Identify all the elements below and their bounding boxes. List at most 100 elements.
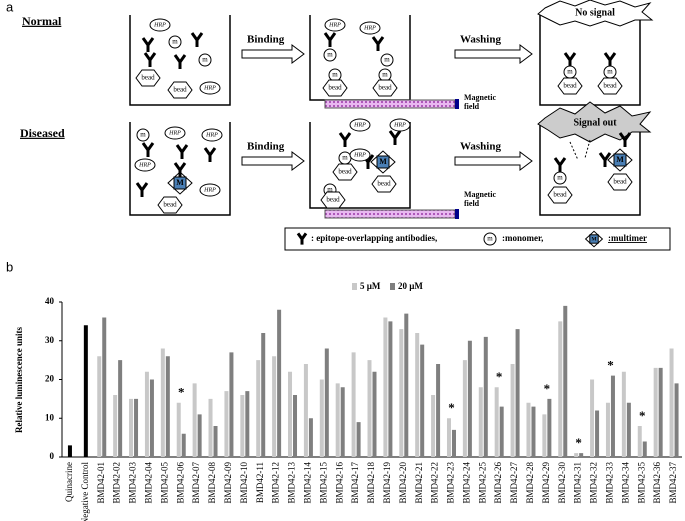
legend-text: :monomer, — [502, 233, 543, 243]
bar — [149, 379, 154, 457]
bar — [176, 402, 181, 457]
bar — [436, 364, 441, 457]
significance-marker: * — [496, 369, 503, 384]
bar — [388, 321, 393, 457]
multimer-label: M — [591, 236, 597, 242]
bar — [197, 414, 202, 457]
monomer — [198, 53, 212, 67]
bead-label: bead — [173, 86, 187, 94]
bar — [526, 402, 531, 457]
bead-label: bead — [377, 180, 391, 188]
x-tick-label: BMD42-15 — [318, 462, 328, 504]
y-tick-label: 40 — [45, 296, 55, 306]
bead — [135, 69, 161, 87]
bar — [642, 441, 647, 457]
x-tick-label: BMD42-11 — [255, 462, 265, 503]
bar — [574, 453, 579, 457]
bar — [335, 383, 340, 457]
bead — [371, 175, 397, 193]
x-tick-label: BMD42-03 — [128, 462, 138, 504]
bar — [467, 340, 472, 457]
hrp — [349, 118, 371, 132]
bar — [351, 352, 356, 457]
bar — [383, 317, 388, 457]
bar — [579, 453, 584, 457]
bead-label: bead — [141, 74, 155, 82]
monomer-label: m — [382, 71, 388, 79]
step-label: Binding — [247, 141, 285, 153]
hrp-label: HRP — [205, 132, 218, 138]
monomer — [553, 171, 567, 185]
bar — [229, 352, 234, 457]
diagram-legend — [284, 227, 671, 251]
hrp-label: HRP — [328, 22, 341, 28]
bar — [256, 360, 261, 457]
bead-label: bead — [328, 84, 342, 92]
antibody — [296, 232, 308, 245]
legend-label: 20 µM — [398, 281, 423, 291]
bar — [558, 321, 563, 457]
bar — [213, 426, 218, 457]
bar — [531, 406, 536, 457]
hrp-label: HRP — [353, 152, 366, 158]
x-tick-label: Quinacrine — [64, 462, 74, 502]
x-tick-label: BMD42-16 — [334, 462, 344, 504]
x-tick-label: BMD42-06 — [175, 462, 185, 504]
magnet-end — [455, 209, 459, 219]
bar — [245, 391, 250, 457]
x-tick-label: BMD42-02 — [112, 462, 122, 504]
bead — [332, 163, 358, 181]
monomer-label: m — [327, 186, 333, 194]
step-label: Binding — [247, 34, 285, 46]
bar — [483, 336, 488, 457]
hrp — [201, 128, 223, 142]
significance-marker: * — [639, 408, 646, 423]
bar — [319, 379, 324, 457]
x-tick-label: BMD42-36 — [652, 462, 662, 504]
bar — [547, 398, 552, 457]
x-tick-label: BMD42-13 — [287, 462, 297, 504]
bar — [590, 379, 595, 457]
monomer-label: m — [567, 68, 573, 76]
bar — [563, 305, 568, 457]
bar — [303, 364, 308, 457]
bead-label: bead — [378, 84, 392, 92]
bar — [499, 406, 504, 457]
bar — [658, 367, 663, 457]
monomer-label: m — [327, 51, 333, 59]
bar — [272, 356, 277, 457]
bead-label: bead — [553, 191, 567, 199]
x-tick-label: BMD42-22 — [430, 462, 440, 504]
result-label: No signal — [575, 7, 615, 18]
bead — [157, 196, 183, 214]
hrp-label: HRP — [353, 122, 366, 128]
hrp — [134, 158, 156, 172]
bar — [399, 329, 404, 457]
bar — [134, 398, 139, 457]
legend-label: 5 µM — [360, 281, 381, 291]
x-tick-label: BMD42-09 — [223, 462, 233, 504]
x-tick-label: BMD42-33 — [605, 462, 615, 504]
bar — [293, 395, 298, 457]
bead-label: bead — [563, 82, 577, 90]
bar — [451, 429, 456, 457]
y-axis-label: Relative luminescence units — [14, 327, 24, 433]
bar — [610, 375, 615, 457]
bar — [277, 309, 282, 457]
x-tick-label: BMD42-24 — [461, 462, 471, 504]
y-tick-label: 20 — [45, 374, 55, 384]
bead — [322, 79, 348, 97]
burst — [537, 0, 654, 27]
monomer — [380, 53, 394, 67]
multimer-core — [589, 234, 599, 244]
x-tick-label: BMD42-12 — [271, 462, 281, 504]
hrp — [199, 183, 221, 197]
bead — [167, 81, 193, 99]
hrp-label: HRP — [168, 130, 181, 136]
hrp-label: HRP — [203, 85, 216, 91]
hrp — [149, 18, 171, 32]
bar — [669, 348, 674, 457]
bar — [542, 414, 547, 457]
bar — [144, 371, 149, 457]
